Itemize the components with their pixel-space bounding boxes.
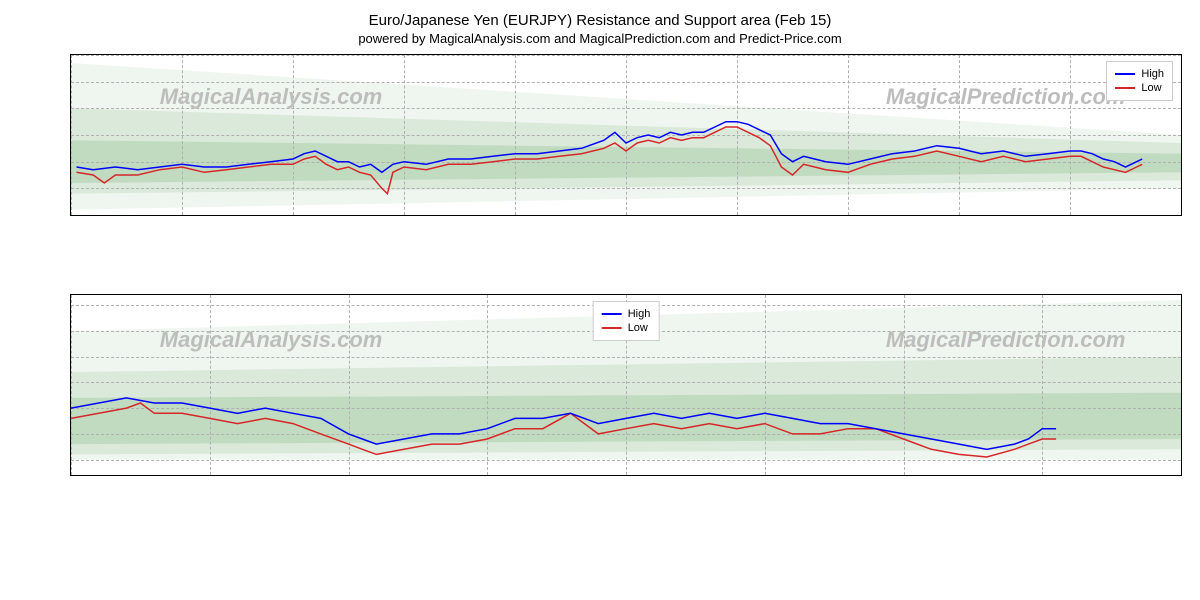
legend: High Low [593, 301, 660, 341]
legend-item-high: High [602, 308, 651, 320]
series-high [77, 122, 1143, 173]
legend-item-low: Low [1115, 82, 1164, 94]
legend-item-high: High [1115, 68, 1164, 80]
chart-subtitle: powered by MagicalAnalysis.com and Magic… [10, 31, 1190, 46]
chart-panel-overview: 1501601701801902002023-072023-092023-112… [10, 54, 1190, 269]
plot-area: 1501601701801902002023-072023-092023-112… [70, 54, 1182, 216]
plot-area: 1551601651701751801852024-11-012024-11-1… [70, 294, 1182, 476]
legend: High Low [1106, 61, 1173, 101]
chart-panel-zoom: 1551601651701751801852024-11-012024-11-1… [10, 294, 1190, 529]
chart-title: Euro/Japanese Yen (EURJPY) Resistance an… [10, 12, 1190, 29]
series-low [71, 403, 1056, 457]
legend-item-low: Low [602, 322, 651, 334]
chart-container: Euro/Japanese Yen (EURJPY) Resistance an… [10, 12, 1190, 529]
